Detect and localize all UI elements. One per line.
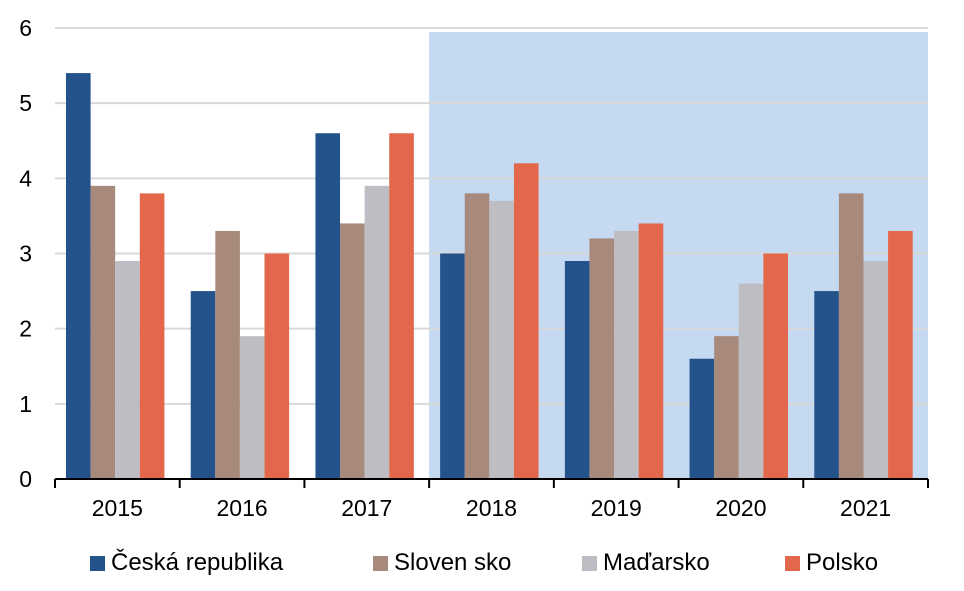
y-tick-label: 2	[19, 316, 32, 342]
bar-3-2015	[115, 261, 140, 479]
legend-label: Sloven sko	[394, 549, 512, 576]
legend-swatch	[90, 555, 105, 571]
legend-item: Maďarsko	[582, 545, 710, 581]
bar-3-2018	[489, 200, 514, 479]
bar-1-2016	[190, 291, 216, 479]
y-tick-label: 3	[19, 241, 32, 267]
bar-4-2016	[264, 253, 290, 479]
bar-4-2015	[139, 193, 165, 479]
bar-1-2018	[440, 253, 465, 479]
bar-2-2020	[714, 336, 739, 479]
x-tick-label: 2017	[341, 495, 392, 521]
x-tick-label: 2020	[715, 495, 766, 521]
legend-label: Maďarsko	[603, 549, 710, 576]
y-tick-label: 0	[19, 466, 32, 492]
bar-1-2021	[814, 291, 839, 479]
bar-3-2021	[863, 261, 889, 479]
x-tick-label: 2016	[216, 495, 267, 521]
legend-label: Polsko	[806, 549, 879, 576]
bar-3-2017	[364, 185, 390, 479]
y-tick-label: 4	[19, 165, 32, 191]
legend-item: Česká republika	[90, 545, 283, 581]
bar-3-2019	[614, 230, 639, 479]
y-tick-labels: 0 1 2 3 4 5 6	[19, 15, 32, 492]
bar-1-2019	[564, 261, 590, 479]
bar-3-2016	[239, 336, 265, 479]
bar-1-2020	[689, 358, 715, 479]
legend: Česká republika Sloven sko Maďarsko Polsko	[0, 545, 964, 585]
x-tick-label: 2018	[466, 495, 517, 521]
y-tick-label: 6	[19, 15, 32, 41]
axes	[54, 478, 929, 488]
bar-2-2021	[838, 193, 864, 479]
bar-chart: 0 1 2 3 4 5 6 2015 2016 2017 2018 2019 2020 2021	[19, 15, 929, 521]
bar-2-2018	[464, 193, 490, 479]
x-tick-label: 2021	[840, 495, 891, 521]
bar-4-2019	[638, 223, 664, 479]
legend-item: Polsko	[785, 545, 878, 581]
legend-swatch	[582, 555, 597, 571]
bar-2-2017	[340, 223, 365, 479]
bar-4-2021	[888, 230, 913, 479]
bar-3-2020	[738, 283, 764, 479]
x-tick-label: 2019	[591, 495, 642, 521]
bar-2-2019	[589, 238, 615, 479]
x-tick-label: 2015	[92, 495, 143, 521]
legend-swatch	[373, 555, 388, 571]
x-tick-labels: 2015 2016 2017 2018 2019 2020 2021	[92, 495, 891, 521]
bar-4-2018	[513, 163, 539, 480]
bar-4-2020	[763, 253, 788, 479]
legend-swatch	[785, 555, 800, 571]
y-tick-label: 1	[19, 391, 32, 417]
bar-4-2017	[389, 133, 414, 479]
y-tick-label: 5	[19, 90, 32, 116]
legend-item: Sloven sko	[373, 545, 511, 581]
bar-2-2016	[215, 230, 240, 479]
bar-1-2015	[66, 73, 91, 479]
legend-label: Česká republika	[111, 549, 284, 576]
bar-2-2015	[90, 185, 116, 479]
bar-1-2017	[315, 133, 341, 479]
bars	[66, 73, 913, 480]
